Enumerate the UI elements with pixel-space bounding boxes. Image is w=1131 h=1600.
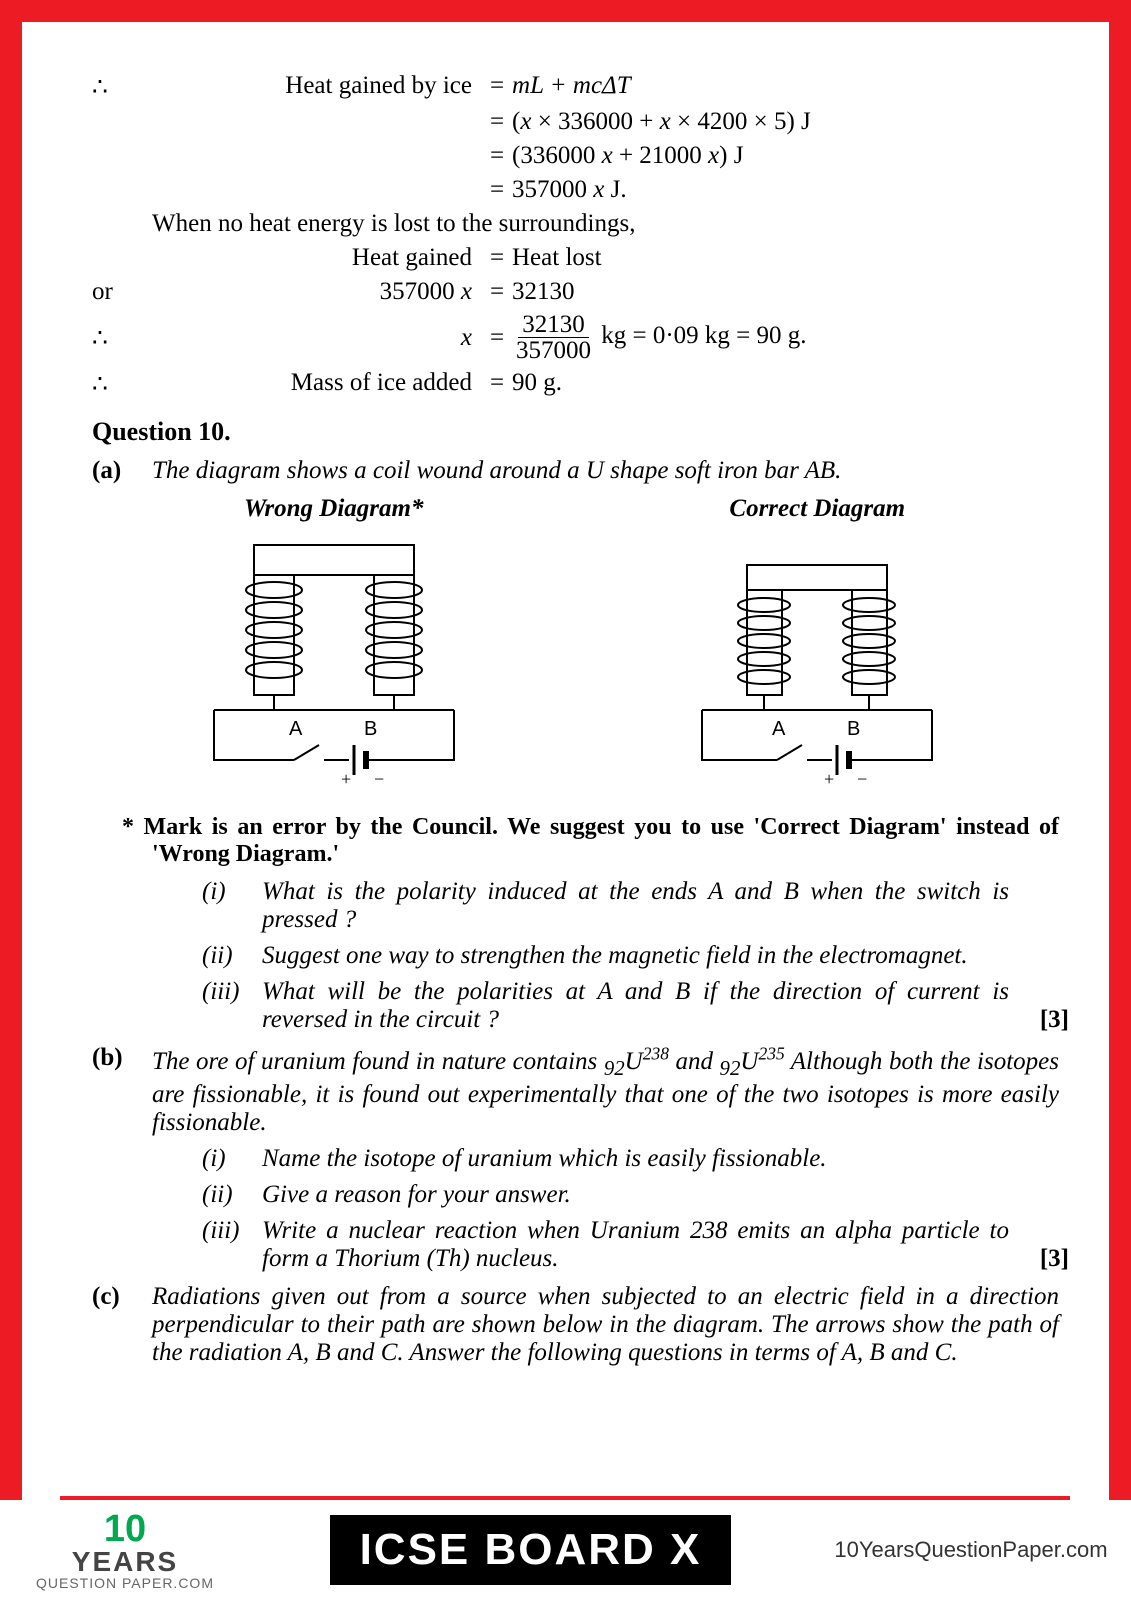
page-frame: ∴ Heat gained by ice = mL + mcΔT = (x × … xyxy=(0,0,1131,1500)
svg-text:−: − xyxy=(857,769,867,789)
banner: ICSE BOARD X xyxy=(250,1515,811,1585)
part-c: (c) Radiations given out from a source w… xyxy=(92,1283,1059,1367)
correct-diagram-svg: A B + − xyxy=(677,535,957,795)
svg-text:B: B xyxy=(847,718,860,740)
eq-6: or 357000 x = 32130 xyxy=(92,278,1059,306)
therefore: ∴ xyxy=(92,72,152,102)
b-iii: (iii) Write a nuclear reaction when Uran… xyxy=(192,1217,1059,1273)
footer-url: 10YearsQuestionPaper.com xyxy=(811,1537,1131,1563)
part-a: (a) The diagram shows a coil wound aroun… xyxy=(92,457,1059,485)
a-ii: (ii) Suggest one way to strengthen the m… xyxy=(192,942,1059,970)
eq-2: = (x × 336000 + x × 4200 × 5) J xyxy=(92,108,1059,136)
surround-text: When no heat energy is lost to the surro… xyxy=(152,210,1059,238)
marks-b: [3] xyxy=(1040,1245,1069,1273)
part-b: (b) The ore of uranium found in nature c… xyxy=(92,1044,1059,1137)
fraction: 32130357000 xyxy=(512,312,595,363)
logo: 10 YEARS QUESTION PAPER.COM xyxy=(0,1510,250,1590)
eq-4: = 357000 x J. xyxy=(92,176,1059,204)
eq-5: Heat gained = Heat lost xyxy=(92,244,1059,272)
svg-text:A: A xyxy=(772,718,786,740)
svg-text:+: + xyxy=(341,769,351,789)
svg-text:B: B xyxy=(364,718,377,740)
correct-diagram: Correct Diagram A B + − xyxy=(677,495,957,800)
marks-a: [3] xyxy=(1040,1006,1069,1034)
svg-text:−: − xyxy=(374,769,384,789)
eq-rhs: mL + mcΔT xyxy=(512,72,1059,102)
a-i: (i) What is the polarity induced at the … xyxy=(192,878,1059,934)
eq-7: ∴ x = 32130357000 kg = 0·09 kg = 90 g. xyxy=(92,312,1059,363)
eq-3: = (336000 x + 21000 x) J xyxy=(92,142,1059,170)
diagram-row: Wrong Diagram* A B + − xyxy=(92,495,1059,800)
a-iii: (iii) What will be the polarities at A a… xyxy=(192,978,1059,1034)
b-i: (i) Name the isotope of uranium which is… xyxy=(192,1145,1059,1173)
wrong-diagram: Wrong Diagram* A B + − xyxy=(194,495,474,800)
b-ii: (ii) Give a reason for your answer. xyxy=(192,1181,1059,1209)
question-heading: Question 10. xyxy=(92,417,1059,447)
svg-text:A: A xyxy=(289,718,303,740)
council-note: * Mark is an error by the Council. We su… xyxy=(92,814,1059,868)
eq-8: ∴ Mass of ice added = 90 g. xyxy=(92,369,1059,399)
footer: 10 YEARS QUESTION PAPER.COM ICSE BOARD X… xyxy=(0,1500,1131,1600)
wrong-diagram-svg: A B + − xyxy=(194,535,474,795)
svg-text:+: + xyxy=(824,769,834,789)
eq-1: ∴ Heat gained by ice = mL + mcΔT xyxy=(92,72,1059,102)
